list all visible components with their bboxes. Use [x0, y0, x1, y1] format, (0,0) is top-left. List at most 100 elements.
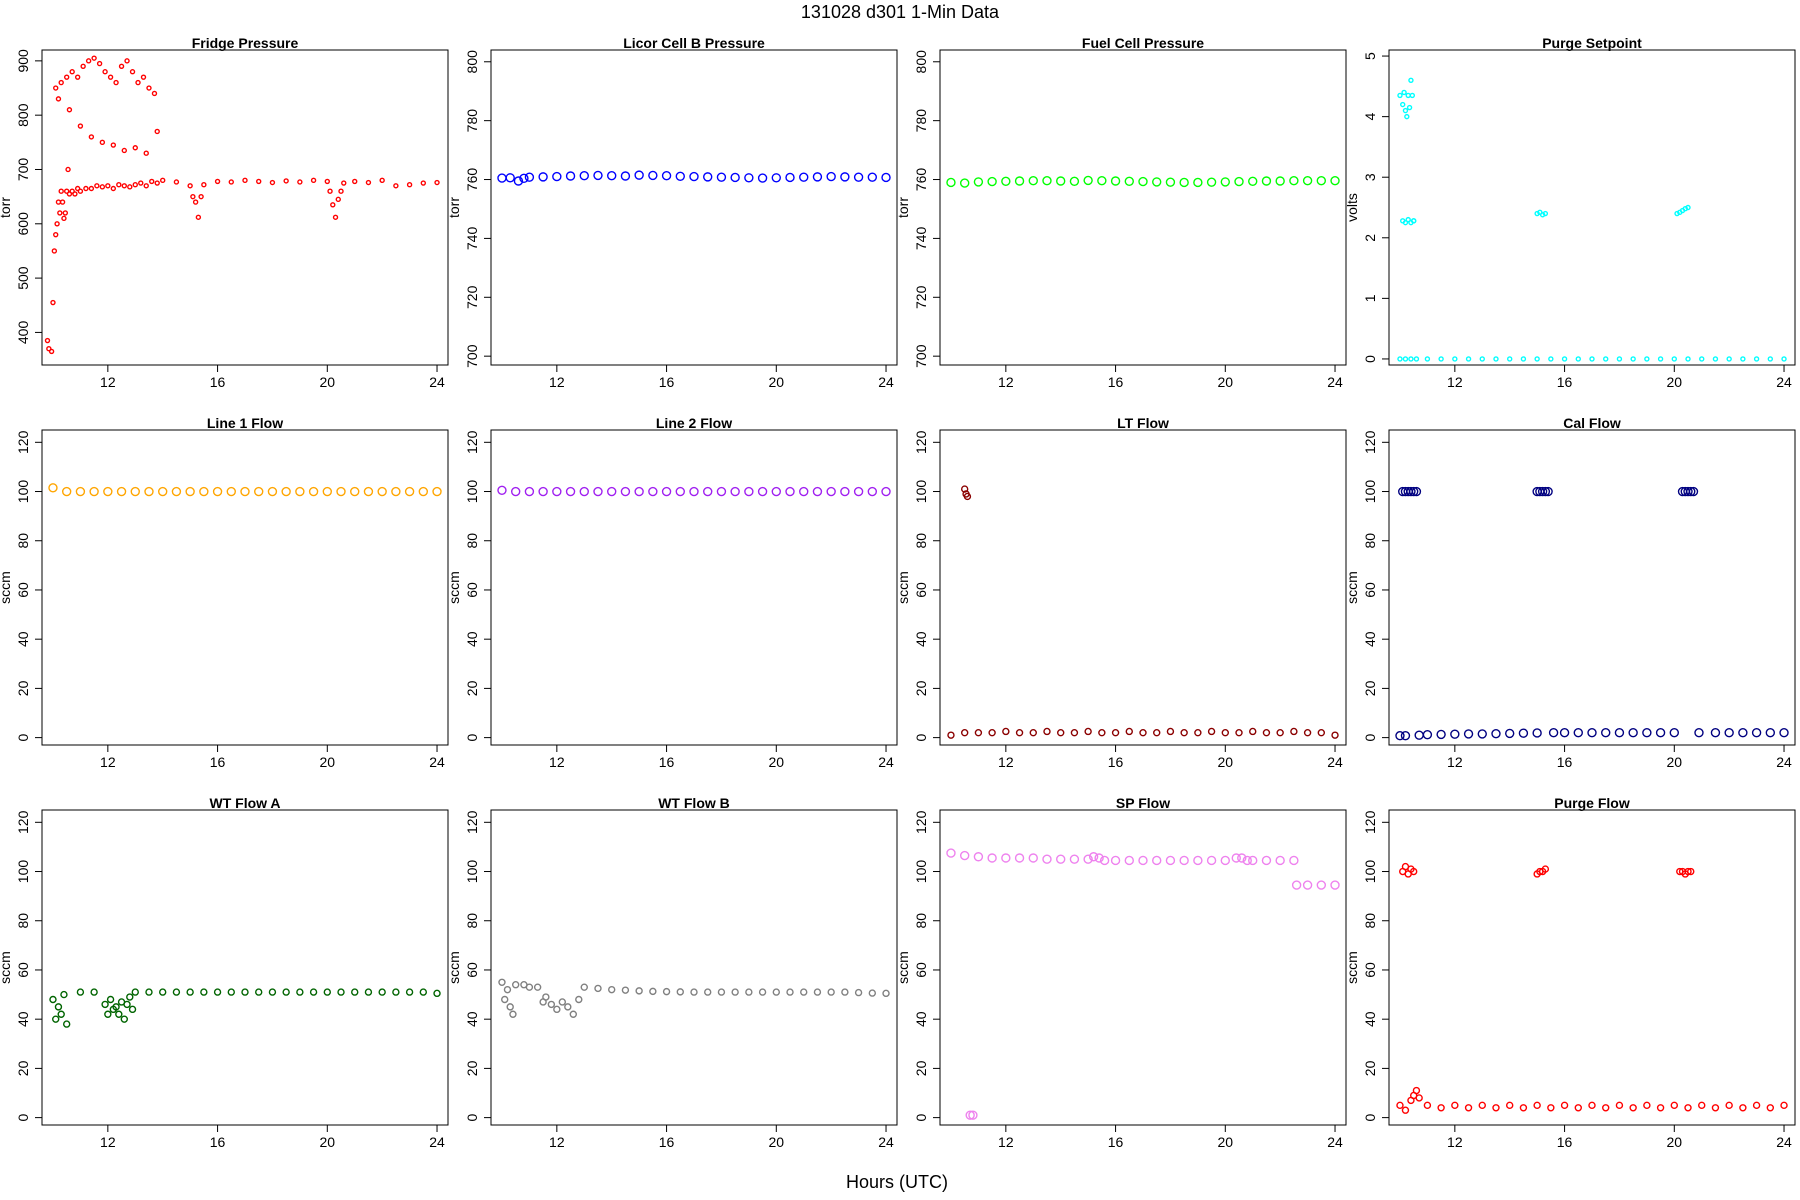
data-point — [1505, 728, 1515, 739]
x-tick-label: 12 — [1447, 374, 1463, 390]
data-point — [1139, 728, 1147, 737]
data-point — [327, 188, 333, 194]
x-tick-label: 24 — [878, 1134, 894, 1150]
y-tick-label: 1 — [1362, 294, 1378, 302]
data-point — [132, 145, 138, 151]
data-point — [757, 173, 768, 183]
data-point — [608, 985, 616, 994]
y-tick-label: 2 — [1362, 234, 1378, 242]
data-point — [1291, 880, 1302, 890]
y-tick-label: 120 — [913, 810, 929, 834]
data-point — [1001, 176, 1011, 186]
data-point — [330, 202, 336, 208]
data-point — [323, 988, 331, 996]
data-point — [295, 486, 305, 497]
data-point — [1507, 356, 1513, 362]
data-point — [552, 486, 562, 497]
data-point — [198, 193, 204, 200]
data-point — [947, 731, 955, 739]
data-point — [138, 180, 144, 186]
data-point — [1642, 727, 1652, 738]
data-point — [826, 171, 836, 182]
data-point — [1331, 731, 1339, 739]
data-point — [281, 486, 291, 497]
data-point — [213, 988, 222, 996]
data-point — [1518, 728, 1529, 738]
y-tick-label: 740 — [913, 227, 929, 251]
data-point — [1124, 855, 1134, 866]
data-point — [145, 988, 153, 996]
data-point — [1125, 727, 1133, 736]
data-point — [351, 988, 359, 996]
x-tick-label: 16 — [659, 754, 675, 770]
panel-title: WT Flow B — [658, 795, 730, 811]
data-point — [853, 172, 864, 182]
data-point — [1479, 356, 1485, 362]
data-point — [1669, 727, 1679, 738]
data-point — [1699, 356, 1705, 362]
data-point — [1014, 853, 1025, 863]
data-point — [338, 188, 344, 194]
data-point — [171, 486, 182, 497]
x-tick-label: 24 — [878, 754, 894, 770]
x-tick-label: 20 — [769, 374, 785, 390]
data-point — [74, 185, 81, 192]
data-point — [1686, 486, 1696, 497]
series-points — [1397, 77, 1787, 362]
x-tick-label: 24 — [429, 374, 445, 390]
x-tick-label: 24 — [1776, 754, 1792, 770]
y-tick-label: 100 — [464, 860, 480, 884]
data-point — [1464, 1104, 1473, 1112]
y-axis-label: torr — [895, 197, 911, 218]
data-point — [1396, 1101, 1404, 1110]
data-point — [579, 171, 589, 181]
y-tick-label: 40 — [913, 1011, 929, 1027]
data-point — [51, 248, 58, 254]
data-point — [963, 492, 972, 501]
y-tick-label: 700 — [464, 344, 480, 368]
data-point — [1561, 356, 1568, 362]
data-point — [594, 984, 602, 993]
data-point — [812, 486, 823, 497]
data-point — [1414, 730, 1424, 740]
x-tick-label: 16 — [1557, 754, 1573, 770]
panel-purge-flow: Purge Flow 12 16 20 24 0 20 40 60 80 100 120 sccm — [1344, 795, 1796, 1150]
data-point — [1001, 853, 1011, 863]
data-point — [1152, 177, 1162, 187]
data-point — [1406, 104, 1413, 111]
data-point — [1450, 729, 1460, 739]
data-point — [1180, 728, 1188, 737]
data-point — [974, 728, 983, 737]
data-point — [434, 179, 440, 186]
y-tick-label: 720 — [913, 285, 929, 309]
data-point — [565, 171, 576, 181]
x-tick-label: 20 — [1667, 374, 1683, 390]
data-point — [1437, 1104, 1445, 1112]
data-point — [785, 486, 795, 497]
data-point — [58, 188, 64, 194]
y-axis-label: sccm — [1344, 571, 1360, 604]
data-point — [85, 58, 92, 64]
data-point — [268, 988, 277, 996]
y-tick-label: 60 — [15, 582, 31, 598]
series-points — [946, 175, 1340, 188]
data-point — [54, 221, 60, 227]
data-point — [1477, 729, 1487, 739]
data-point — [505, 173, 515, 183]
y-tick-label: 20 — [464, 680, 480, 696]
plot-frame — [490, 809, 898, 1126]
plot-frame — [1388, 809, 1796, 1126]
data-point — [90, 988, 98, 996]
data-point — [309, 988, 318, 996]
y-tick-label: 900 — [15, 49, 31, 73]
data-point — [1262, 728, 1271, 737]
y-axis-label: volts — [1344, 193, 1360, 222]
data-point — [648, 486, 658, 497]
y-axis-label: sccm — [895, 571, 911, 604]
data-point — [135, 79, 141, 86]
data-point — [826, 486, 836, 497]
data-point — [579, 486, 589, 497]
data-point — [116, 181, 122, 188]
data-point — [140, 74, 147, 80]
x-tick-label: 20 — [320, 374, 336, 390]
